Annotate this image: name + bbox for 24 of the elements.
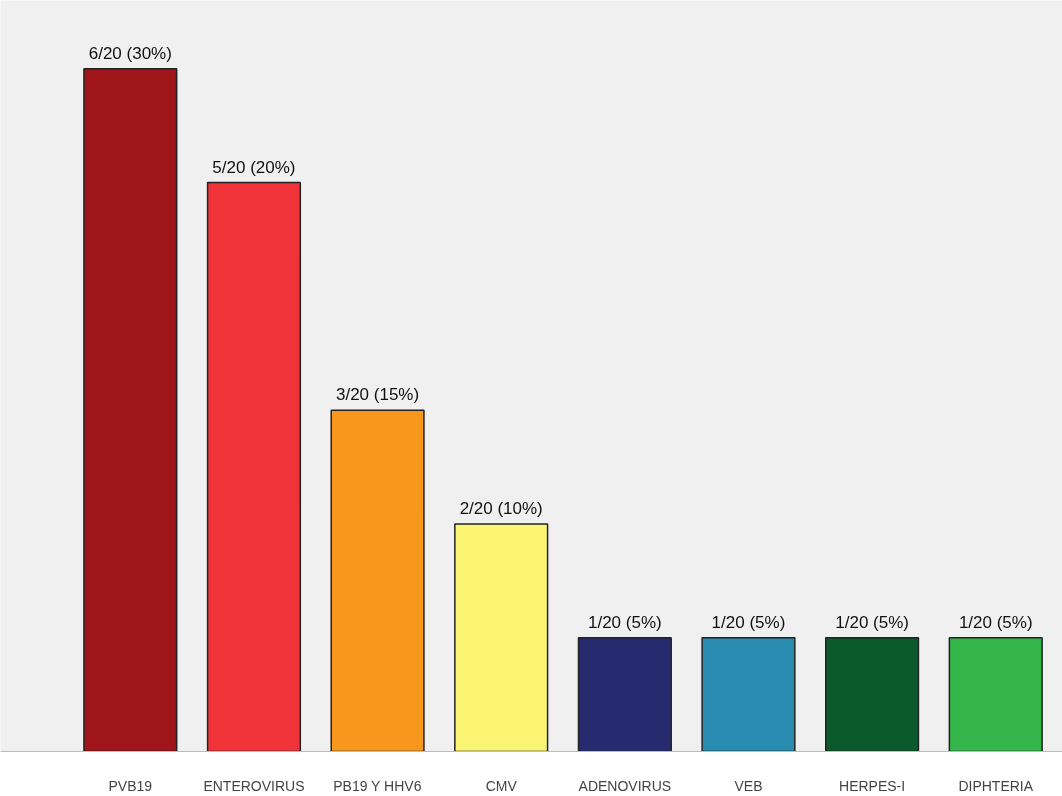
data-label: 1/20 (5%) [958,612,1033,632]
x-tick-label: PVB19 [108,777,153,794]
x-tick-label: ADENOVIRUS [578,777,672,794]
x-tick-label: CMV [485,777,518,794]
x-tick-label: DIPHTERIA [958,777,1034,794]
data-label: 6/20 (30%) [88,43,172,63]
bar [701,636,796,752]
data-label: 5/20 (20%) [212,157,296,177]
bar [454,523,549,752]
data-label: 2/20 (10%) [459,498,543,518]
data-label: 1/20 (5%) [587,612,662,632]
x-tick-label: PB19 Y HHV6 [333,777,422,794]
x-tick-label: VEB [734,777,763,794]
data-label: 3/20 (15%) [336,385,420,405]
x-tick-label: HERPES-I [839,777,906,794]
x-tick-label: ENTEROVIRUS [203,777,305,794]
data-label: 1/20 (5%) [711,612,786,632]
bar [948,636,1043,752]
bar [83,68,178,752]
bar [577,636,672,752]
data-label: 1/20 (5%) [835,612,909,632]
bar [824,636,920,752]
bar [330,409,425,752]
bar [206,181,302,752]
